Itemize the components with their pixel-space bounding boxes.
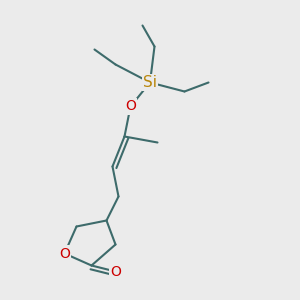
- Text: O: O: [110, 265, 121, 278]
- Text: Si: Si: [143, 75, 157, 90]
- Text: O: O: [59, 247, 70, 260]
- Text: O: O: [125, 100, 136, 113]
